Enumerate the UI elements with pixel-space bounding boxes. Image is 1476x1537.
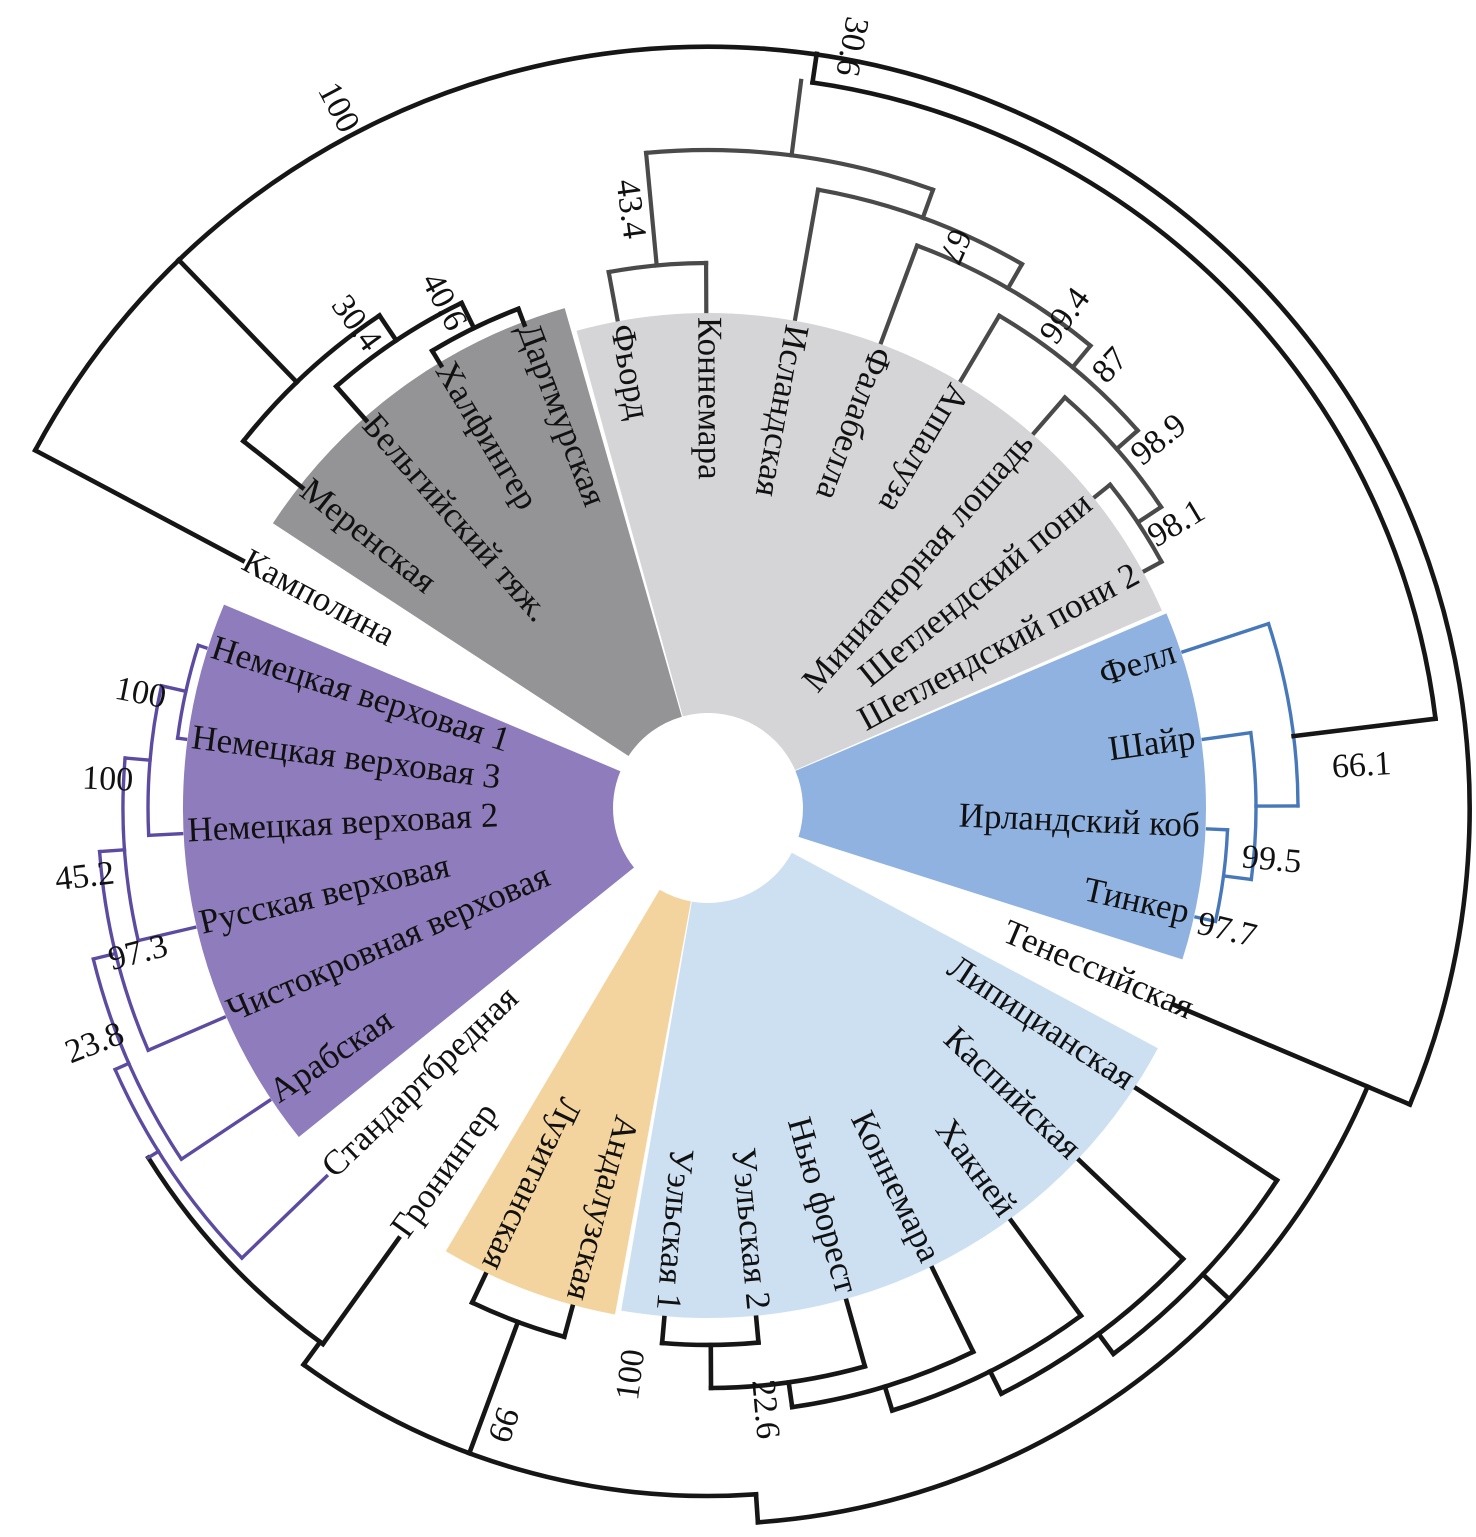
dendrogram-branch xyxy=(97,847,127,854)
dendrogram-branch xyxy=(1133,1085,1281,1184)
bootstrap-label: 100 xyxy=(81,760,134,799)
dendrogram-branch xyxy=(179,1098,272,1162)
dendrogram-arc xyxy=(91,956,184,1162)
dendrogram-branch xyxy=(376,312,400,344)
dendrogram-branch xyxy=(606,269,620,322)
dendrogram-branch xyxy=(789,78,804,158)
dendrogram-branch xyxy=(240,437,306,491)
bootstrap-label: 67 xyxy=(932,223,979,269)
dendrogram-branch xyxy=(1134,504,1165,526)
bootstrap-label: 22.6 xyxy=(744,1378,786,1441)
dendrogram-arc xyxy=(998,1255,1187,1397)
bootstrap-label: 43.4 xyxy=(609,177,654,241)
dendrogram-branch xyxy=(920,187,936,221)
group-sector-orange xyxy=(445,889,691,1315)
dendrogram-branch xyxy=(929,1265,977,1355)
dendrogram-branch xyxy=(429,347,445,369)
dendrogram-branch xyxy=(1076,1157,1187,1263)
dendrogram-branch xyxy=(1069,342,1094,371)
dendrogram-branch xyxy=(786,1379,795,1410)
dendrogram-branch xyxy=(175,256,301,386)
dendrogram-branch xyxy=(882,1383,896,1414)
group-sector-darkgray xyxy=(272,308,682,756)
dendrogram-branch xyxy=(753,1491,761,1525)
dendrogram-branch xyxy=(843,1298,868,1370)
dendrogram-arc xyxy=(1266,621,1300,808)
dendrogram-branch xyxy=(239,1173,330,1261)
bootstrap-label: 100 xyxy=(609,1347,652,1402)
dendrogram-branch xyxy=(1141,558,1165,574)
dendrogram-branch xyxy=(987,1368,1005,1397)
dendrogram-branch xyxy=(319,1235,402,1348)
bootstrap-label: 97.3 xyxy=(105,927,172,978)
dendrogram-branch xyxy=(196,643,209,650)
dendrogram-arc xyxy=(240,312,383,445)
dendrogram-branch xyxy=(561,1304,576,1340)
dendrogram-branch xyxy=(1193,915,1218,924)
dendrogram-branch xyxy=(643,150,659,268)
dendrogram-arc xyxy=(755,1083,1371,1525)
dendrogram-branch xyxy=(1291,716,1439,739)
dendrogram-branch xyxy=(1180,621,1271,654)
dendrogram-branch xyxy=(1092,481,1114,500)
dendrogram-branch xyxy=(1201,730,1253,742)
dendrogram-branch xyxy=(469,1271,489,1306)
dendrogram-branch xyxy=(1205,827,1230,832)
dendrogram-arc xyxy=(32,44,1472,1108)
bootstrap-label: 23.8 xyxy=(60,1015,129,1071)
dendrogram-branch xyxy=(123,756,152,763)
dendrogram-branch xyxy=(112,1061,132,1072)
dendrogram-branch xyxy=(145,1015,227,1053)
bootstrap-label: 30.6 xyxy=(828,14,875,79)
dendrogram-arc xyxy=(112,1067,245,1261)
dendrogram-arc xyxy=(815,187,1025,267)
group-sector-lightgray xyxy=(576,313,1162,771)
bootstrap-label: 98.9 xyxy=(1124,406,1194,472)
dendrogram-branch xyxy=(753,1315,762,1346)
bootstrap-label: 100 xyxy=(112,670,169,716)
leaf-label-1: Коннемара xyxy=(690,317,730,480)
dendrogram-branch xyxy=(1199,1271,1233,1303)
bootstrap-label: 99.5 xyxy=(1240,838,1303,881)
dendrogram-branch xyxy=(466,1319,521,1457)
bootstrap-label: 97.7 xyxy=(1194,905,1260,955)
dendrogram-branch xyxy=(792,187,821,322)
dendrogram-branch xyxy=(515,305,528,328)
group-sector-lightblue xyxy=(621,852,1158,1319)
dendrogram-branch xyxy=(300,1338,324,1368)
dendrogram-branch xyxy=(958,312,1003,384)
dendrogram-branch xyxy=(1007,1217,1085,1319)
dendrogram-arc xyxy=(809,79,1439,722)
dendrogram-branch xyxy=(159,683,188,694)
dendrogram-arc xyxy=(145,1154,327,1348)
dendrogram-branch xyxy=(809,51,820,86)
group-sector-blue xyxy=(795,613,1206,960)
bootstrap-label: 45.2 xyxy=(53,855,116,898)
dendrogram-branch xyxy=(458,299,477,332)
bootstrap-label: 66.1 xyxy=(1331,745,1393,786)
group-sector-purple xyxy=(182,604,634,1137)
dendrogram-branch xyxy=(1221,873,1254,882)
bootstrap-label: 99.4 xyxy=(1032,281,1097,351)
dendrogram-branch xyxy=(659,1315,667,1346)
dendrogram-branch xyxy=(136,925,197,943)
dendrogram-arc xyxy=(300,1361,759,1499)
dendrogram-branch xyxy=(1113,427,1141,452)
dendrogram-branch xyxy=(146,831,184,838)
dendrogram-branch xyxy=(1005,261,1025,292)
dendrogram-branch xyxy=(175,736,188,742)
dendrogram-arc xyxy=(1110,1177,1281,1358)
dendrogram-branch xyxy=(32,447,246,564)
dendrogram-branch xyxy=(145,1149,161,1161)
dendrogram-branch xyxy=(1031,394,1068,436)
dendrogram-branch xyxy=(1171,1002,1413,1108)
dendrogram-branch xyxy=(333,383,370,424)
dendrogram-branch xyxy=(1095,1330,1117,1358)
dendrogram-branch xyxy=(878,242,920,345)
dendrogram-branch xyxy=(91,951,118,962)
